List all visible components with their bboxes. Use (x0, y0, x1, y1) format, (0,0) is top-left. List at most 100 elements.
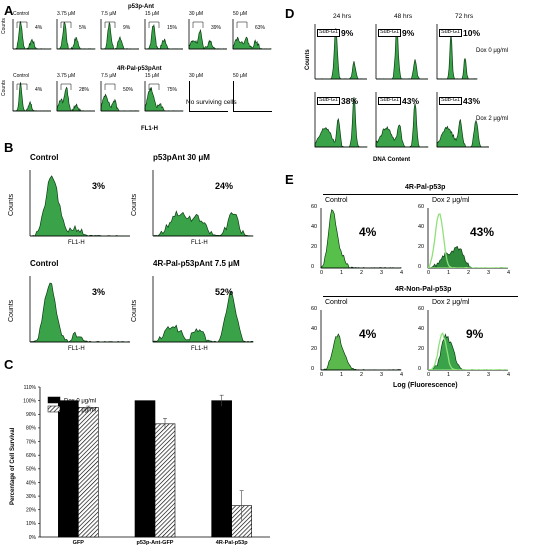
panel-d-pct: 38% (341, 96, 359, 106)
panel-c-chart: 0% 10% 20% 30% 40% 50% 60% 70% 80% 90% 100% 110% GFP… (23, 385, 270, 546)
y-tick-label: 50% (26, 467, 37, 473)
panel-e-x-tick: 4 (507, 372, 511, 378)
panel-b-histogram (152, 170, 254, 237)
panel-e-x-tick: 4 (507, 270, 511, 276)
panel-e-x-tick: 0 (320, 372, 324, 378)
panel-d-pct: 10% (463, 28, 481, 38)
panel-a-row1-pct-4: 39% (211, 25, 222, 31)
bar-dox0 (58, 400, 79, 538)
panel-e-y-tick: 20 (418, 244, 425, 250)
panel-e-x-tick: 2 (467, 270, 471, 276)
control-overlay-trace (428, 213, 508, 268)
panel-d-histogram (436, 92, 489, 148)
panel-b-histogram (152, 276, 254, 343)
panel-b-histogram (29, 170, 130, 237)
panel-e-y-tick: 0 (311, 366, 315, 372)
panel-e-x-tick: 3 (487, 270, 491, 276)
panel-d-col-label: 72 hrs (455, 13, 474, 20)
panel-e-x-tick: 1 (447, 372, 451, 378)
histogram-trace (375, 103, 429, 148)
panel-a-row1-label-2: 7.5 μM (101, 11, 117, 17)
y-tick-label: 40% (26, 480, 37, 486)
y-tick-label: 20% (26, 508, 37, 514)
panel-a-ylabel: Counts (1, 18, 7, 34)
panel-e-pct: 4% (359, 327, 377, 341)
panel-a-row1-pct-3: 15% (167, 25, 178, 31)
panel-b-xlabel: FL1-H (68, 346, 85, 352)
panel-a-row1-pct-5: 63% (255, 25, 266, 31)
panel-a-row2-label-2: 7.5 μM (101, 73, 117, 79)
panel-e-plot-title: Dox 2 μg/ml (432, 299, 470, 306)
panel-d-histogram (375, 92, 429, 148)
panel-e-top-title: 4R-Pal-p53p (405, 184, 446, 191)
panel-b-plot-title: p53pAnt 30 μM (153, 153, 210, 162)
panel-b-plot-title: Control (30, 153, 59, 162)
panel-b-pct: 3% (92, 181, 106, 191)
x-category-label: p53p-Ant-GFP (137, 540, 174, 546)
panel-letter-e: E (285, 172, 294, 187)
gate-marker (236, 21, 248, 28)
panel-e-y-tick: 60 (418, 204, 425, 210)
panel-a-histogram (144, 81, 184, 112)
panel-a-row1-label-5: 50 μM (233, 11, 247, 17)
panel-e-y-tick: 20 (311, 244, 318, 250)
panel-e-x-tick: 0 (320, 270, 324, 276)
panel-a-histogram (100, 81, 140, 112)
histogram-trace (436, 119, 489, 148)
panel-e-y-tick: 40 (418, 224, 425, 230)
gate-marker (104, 83, 116, 90)
control-overlay-trace (428, 332, 508, 370)
x-category-label: GFP (73, 540, 85, 546)
panel-b-xlabel: FL1-H (68, 240, 85, 246)
panel-b-pct: 3% (92, 287, 106, 297)
panel-d-pct: 9% (341, 28, 354, 38)
gate-marker (16, 83, 28, 90)
panel-e-y-tick: 60 (311, 306, 318, 312)
panel-e-pct: 4% (359, 225, 377, 239)
panel-e-pct: 9% (466, 327, 484, 341)
panel-e-x-tick: 1 (447, 270, 451, 276)
panel-b-pct: 52% (215, 287, 234, 297)
gate-marker (60, 21, 72, 28)
panel-e-y-tick: 20 (311, 346, 318, 352)
panel-e-bottom-title: 4R-Non-Pal-p53p (395, 286, 452, 293)
histogram-trace (232, 36, 272, 50)
panel-d-pct: 43% (463, 96, 481, 106)
gate-marker (60, 83, 72, 90)
y-tick-label: 30% (26, 494, 37, 500)
panel-e-x-tick: 4 (400, 372, 404, 378)
legend-swatch (47, 405, 61, 413)
panel-e-x-tick: 1 (340, 270, 344, 276)
panel-d-histogram (436, 24, 478, 80)
histogram-trace (152, 210, 254, 237)
panel-a-row1-label-1: 3.75 μM (57, 11, 76, 17)
panel-e-histogram (320, 310, 402, 371)
y-tick-label: 60% (26, 453, 37, 459)
gate-marker (148, 21, 160, 28)
panel-e-top-divider (323, 194, 518, 195)
panel-e-plot-title: Dox 2 μg/ml (432, 197, 470, 204)
sub-g1-label: Sub-G1 (439, 97, 462, 105)
panel-e-y-tick: 0 (311, 264, 315, 270)
panel-b-xlabel: FL1-H (191, 240, 208, 246)
panel-a-histogram (188, 19, 227, 50)
panel-a-row1-pct-0: 4% (35, 25, 43, 31)
panel-e-y-tick: 0 (418, 264, 422, 270)
histogram-trace (436, 34, 478, 80)
panel-letter-a: A (4, 3, 14, 18)
panel-e-x-tick: 1 (340, 372, 344, 378)
panel-d-histogram (314, 24, 368, 80)
panel-e-x-tick: 2 (360, 270, 364, 276)
bar-dox2 (78, 407, 99, 538)
panel-a-histogram (100, 19, 139, 50)
panel-a-empty-plot (233, 81, 272, 112)
y-tick-label: 100% (23, 398, 36, 404)
panel-a-row1-title: p53p-Ant (128, 4, 154, 10)
panel-e-x-tick: 2 (467, 372, 471, 378)
x-category-label: 4R-Pal-p53p (216, 540, 248, 546)
panel-a-histogram (56, 19, 96, 50)
panel-e-y-tick: 0 (418, 366, 422, 372)
panel-b-plot-title: 4R-Pal-p53pAnt 7.5 μM (153, 259, 240, 268)
sub-g1-label: Sub-G1 (439, 29, 462, 37)
panel-a-row2-pct-1: 28% (79, 87, 90, 93)
